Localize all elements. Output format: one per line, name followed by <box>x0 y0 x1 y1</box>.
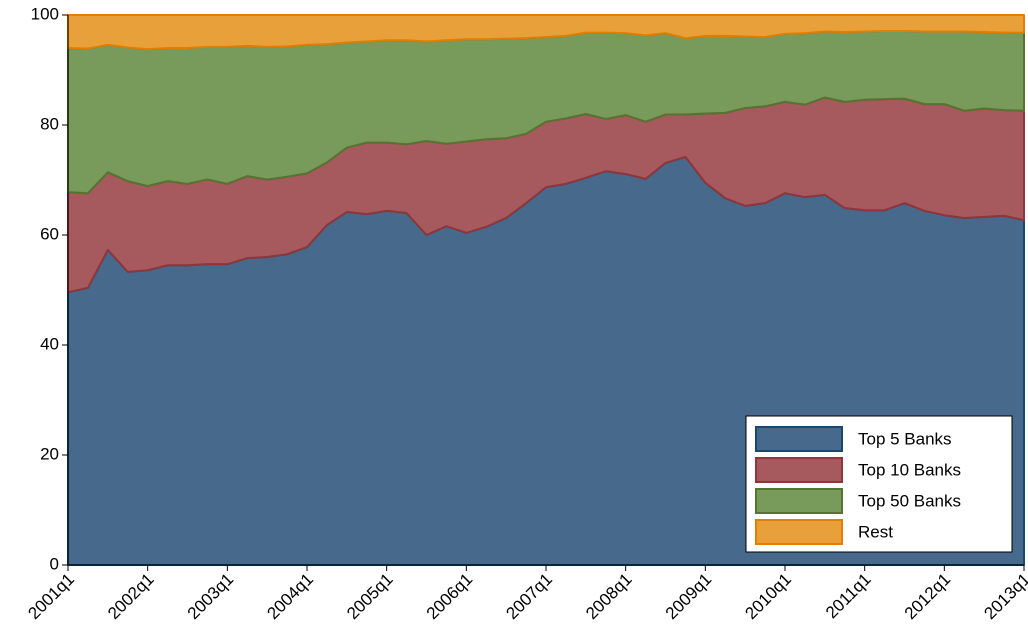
x-tick-label: 2011q1 <box>822 570 875 623</box>
x-tick-label: 2003q1 <box>184 570 238 624</box>
legend-label: Top 10 Banks <box>858 460 961 479</box>
y-tick-label: 0 <box>50 554 59 573</box>
legend-swatch <box>755 426 843 452</box>
y-tick-label: 100 <box>31 4 59 23</box>
x-tick-label: 2013q1 <box>980 570 1028 624</box>
legend-swatch <box>755 457 843 483</box>
legend-label: Top 50 Banks <box>858 491 961 510</box>
x-tick-label: 2005q1 <box>343 570 397 624</box>
y-tick-label: 20 <box>40 444 59 463</box>
x-tick-label: 2008q1 <box>582 570 636 624</box>
y-tick-label: 60 <box>40 224 59 243</box>
x-tick-label: 2006q1 <box>423 570 477 624</box>
legend-label: Rest <box>858 522 893 541</box>
x-tick-label: 2012q1 <box>901 570 955 624</box>
y-tick-label: 40 <box>40 334 59 353</box>
legend-label: Top 5 Banks <box>858 429 952 448</box>
legend: Top 5 Banks Top 10 Banks Top 50 Banks Rest <box>745 415 1013 553</box>
x-tick-label: 2009q1 <box>662 570 716 624</box>
x-tick-label: 2001q1 <box>24 570 78 624</box>
legend-swatch <box>755 488 843 514</box>
x-tick-label: 2010q1 <box>741 570 795 624</box>
area <box>67 14 1025 51</box>
legend-swatch <box>755 519 843 545</box>
y-tick-label: 80 <box>40 114 59 133</box>
x-tick-label: 2002q1 <box>104 570 158 624</box>
x-tick-label: 2007q1 <box>502 570 556 624</box>
x-tick-label: 2004q1 <box>263 570 317 624</box>
